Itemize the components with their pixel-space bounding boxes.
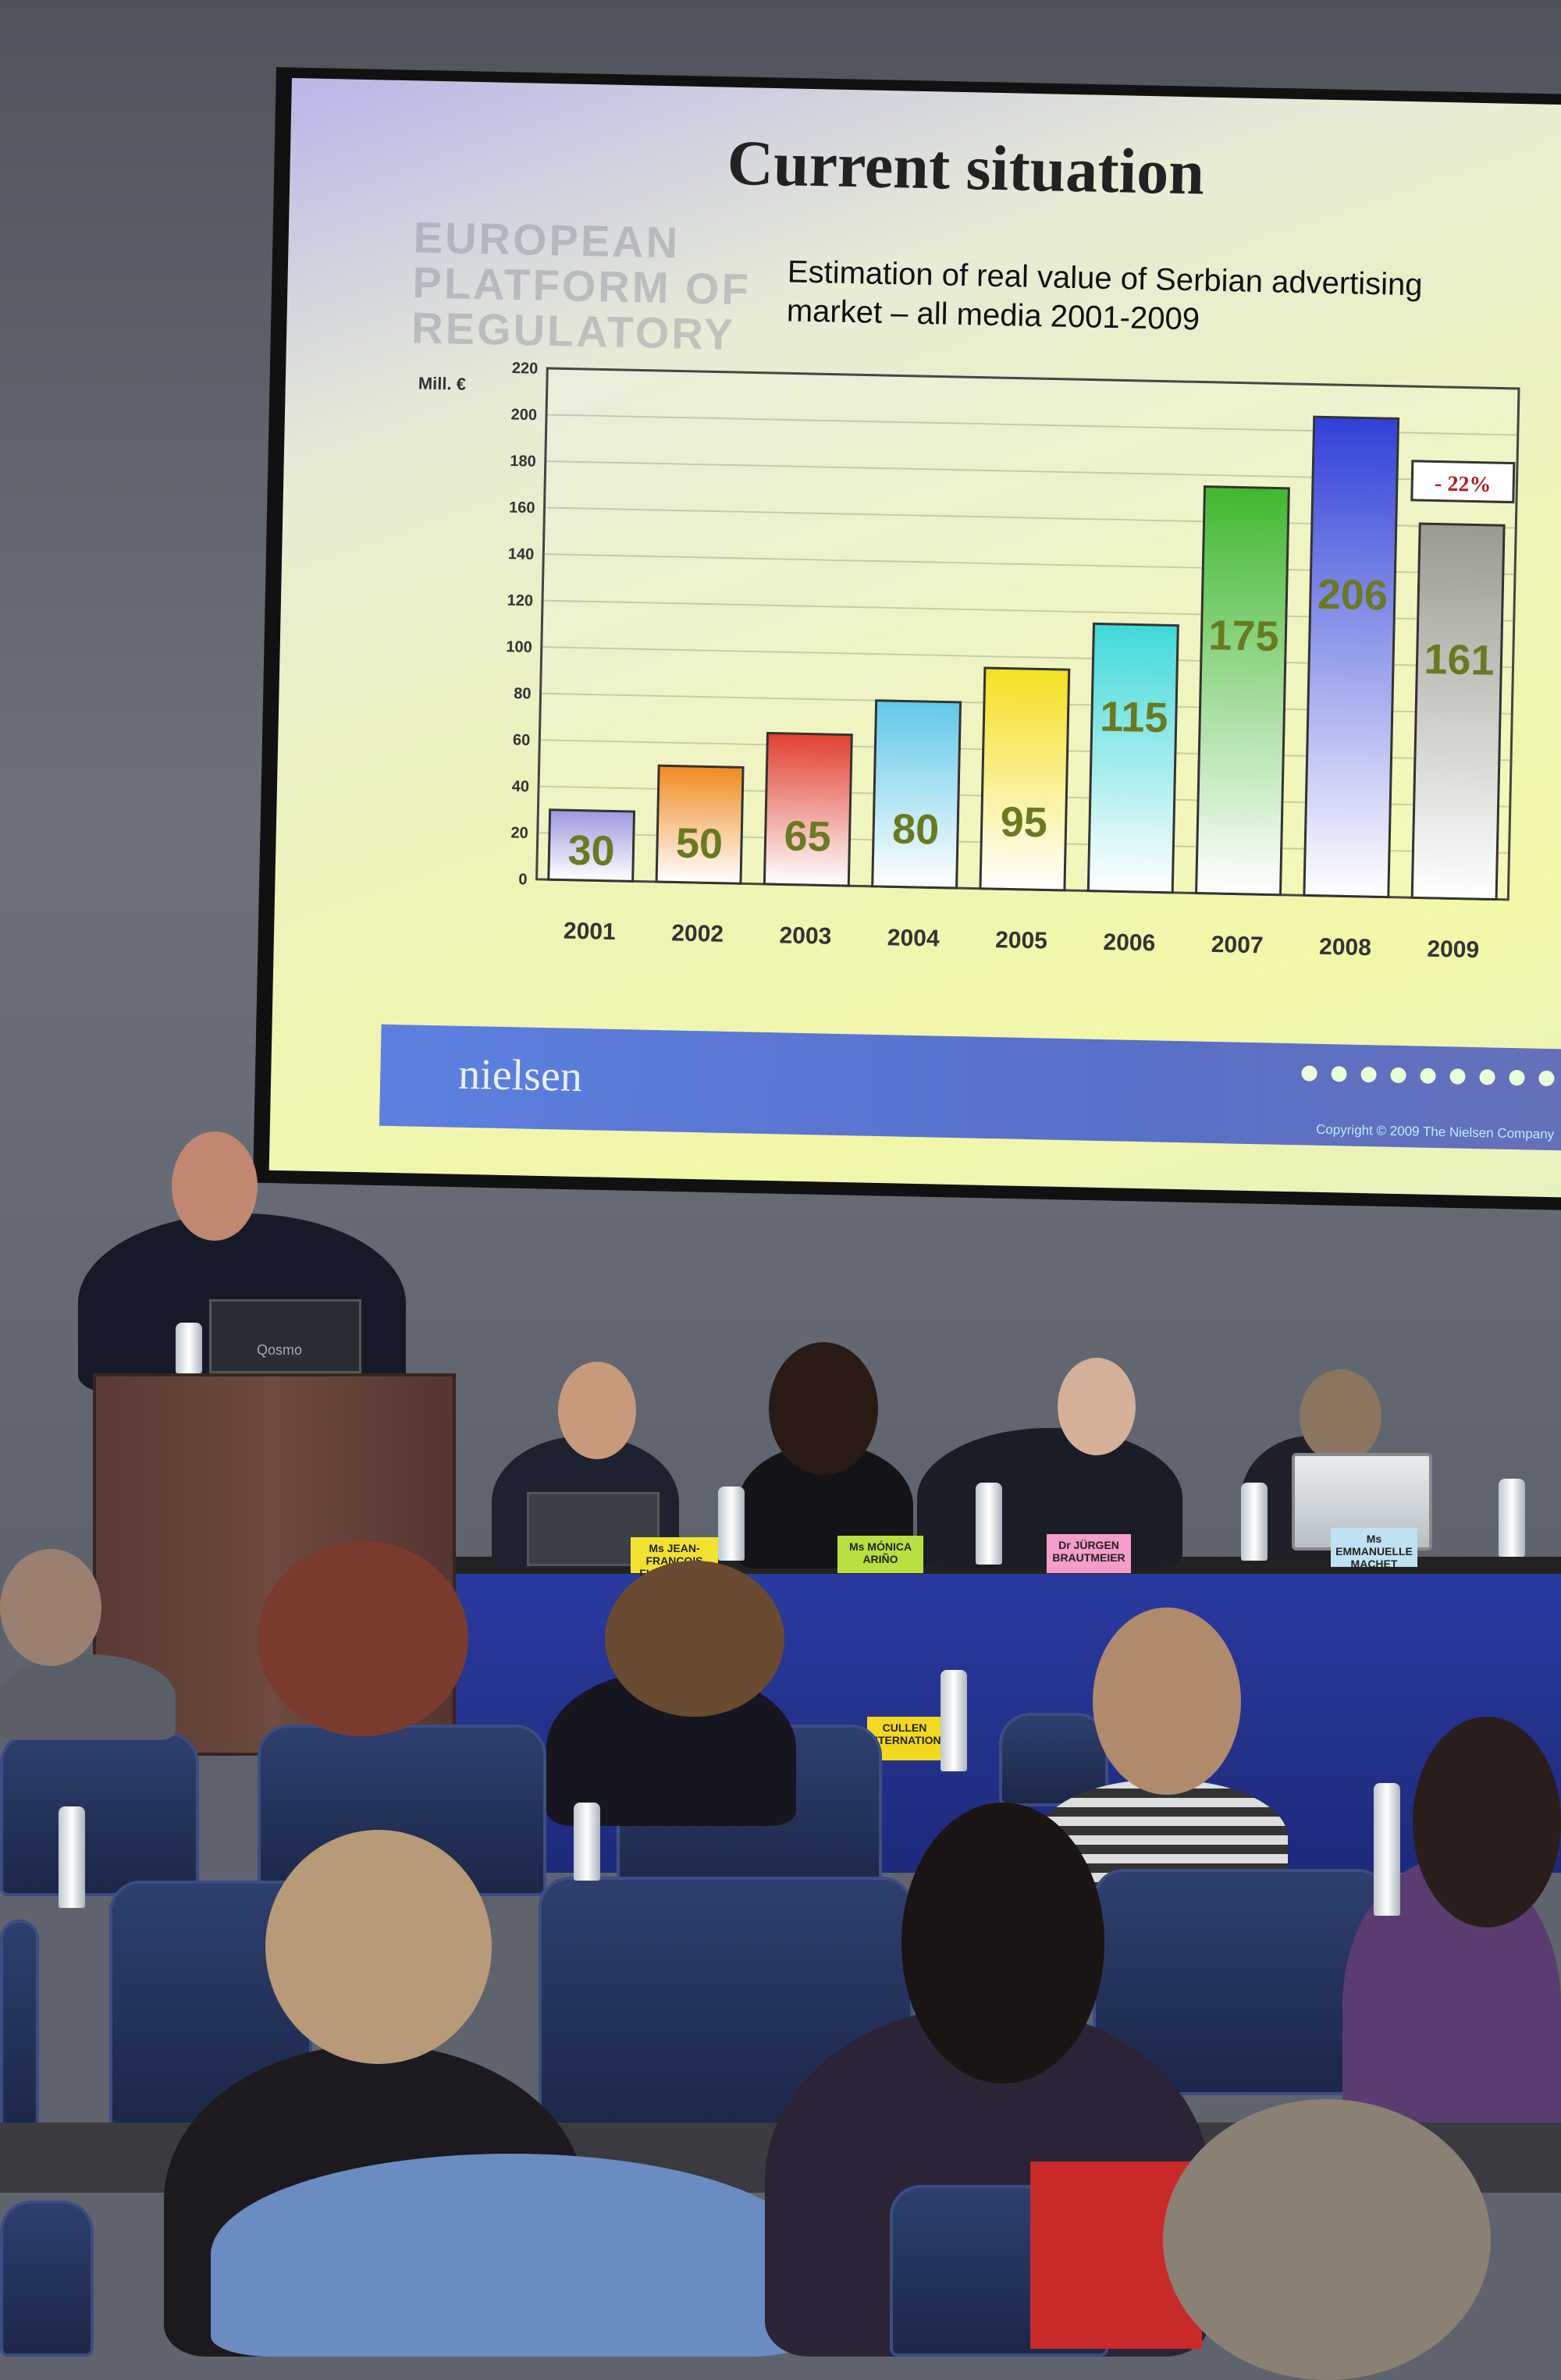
nielsen-logo: nielsen — [457, 1050, 583, 1102]
bar-2002 — [655, 764, 745, 885]
x-tick-label: 2006 — [1103, 929, 1155, 956]
change-badge: - 22% — [1435, 471, 1492, 497]
y-axis-unit-label: Mill. € — [418, 373, 467, 393]
audience-member — [211, 2154, 812, 2357]
copyright-text: Copyright © 2009 The Nielsen Company — [1315, 1121, 1555, 1142]
panelist-3-head — [1058, 1358, 1136, 1455]
x-tick-label: 2001 — [564, 918, 616, 945]
x-tick-label: 2002 — [671, 920, 724, 947]
y-tick-label: 40 — [512, 778, 530, 795]
bar-2005 — [979, 666, 1071, 892]
y-tick-label: 20 — [510, 825, 528, 842]
data-label: 65 — [784, 812, 831, 860]
data-label: 80 — [892, 805, 940, 853]
audience-chair — [999, 1713, 1108, 1806]
podium-laptop: Qosmo — [209, 1299, 361, 1373]
x-tick-label: 2005 — [995, 927, 1047, 954]
y-tick-label: 0 — [518, 871, 528, 888]
audience-chair — [0, 2201, 94, 2357]
audience-head — [265, 1830, 492, 2064]
y-tick-label: 140 — [508, 545, 535, 563]
panelist-4-head — [1300, 1369, 1381, 1463]
y-tick-label: 100 — [506, 638, 532, 656]
panelist-2-head — [769, 1342, 878, 1475]
laptop-brand: Qosmo — [257, 1342, 303, 1358]
water-bottle — [941, 1670, 967, 1771]
audience-head — [0, 1549, 101, 1666]
x-tick-label: 2009 — [1427, 936, 1479, 963]
audience-head — [1093, 1607, 1241, 1795]
name-tag: Dr JÜRGEN BRAUTMEIER — [1047, 1534, 1131, 1573]
bar-2007 — [1195, 485, 1290, 897]
y-tick-label: 180 — [510, 453, 536, 471]
water-bottle — [574, 1803, 600, 1881]
name-tag: Ms EMMANUELLE MACHET — [1331, 1528, 1417, 1570]
water-bottle — [976, 1483, 1002, 1565]
audience-head — [901, 1803, 1104, 2083]
x-tick-label: 2004 — [887, 925, 941, 951]
audience-head — [258, 1541, 468, 1736]
change-badge-box — [1410, 460, 1516, 504]
water-bottle — [1374, 1783, 1400, 1916]
data-label: 175 — [1208, 612, 1279, 660]
projected-slide: Current situation EUROPEAN PLATFORM OF R… — [268, 78, 1561, 1198]
data-label: 30 — [567, 827, 615, 875]
audience-head — [1413, 1717, 1561, 1927]
y-tick-label: 120 — [507, 592, 533, 610]
y-tick-label: 80 — [514, 685, 532, 702]
bar-2004 — [871, 699, 962, 890]
y-tick-label: 200 — [510, 407, 537, 424]
data-label: 50 — [675, 820, 723, 868]
y-tick-label: 220 — [512, 360, 539, 378]
audience-head — [1163, 2099, 1491, 2380]
water-bottle — [1241, 1483, 1268, 1561]
data-label: 95 — [1000, 798, 1047, 846]
gridline — [547, 367, 1520, 390]
bar-2006 — [1086, 622, 1179, 894]
name-tag: Ms MÓNICA ARIÑO — [837, 1536, 923, 1573]
bar-chart: 0 20 40 60 80 100 120 140 160 180 200 220 Mill. € 30 2… — [418, 360, 1520, 963]
water-bottle — [176, 1323, 202, 1373]
x-tick-label: 2003 — [779, 922, 831, 949]
data-label: 161 — [1424, 636, 1495, 684]
bar-2003 — [763, 731, 853, 887]
speaker-head — [172, 1131, 258, 1241]
audience-member — [0, 1654, 176, 1740]
dots-decoration — [1301, 1065, 1555, 1087]
y-tick-label: 60 — [513, 731, 531, 748]
data-label: 206 — [1317, 571, 1388, 620]
panelist-1-head — [558, 1362, 636, 1459]
bar-2001 — [547, 808, 636, 883]
audience-chair — [0, 1920, 39, 2130]
bar-2008 — [1303, 415, 1400, 899]
water-bottle — [1499, 1479, 1525, 1557]
water-bottle — [718, 1487, 745, 1561]
audience-head — [605, 1561, 784, 1717]
bar-2009 — [1410, 522, 1506, 901]
x-tick-label: 2008 — [1319, 934, 1371, 961]
data-label: 115 — [1100, 693, 1168, 741]
water-bottle — [59, 1806, 85, 1908]
y-tick-label: 160 — [509, 499, 535, 517]
x-tick-label: 2007 — [1211, 932, 1263, 958]
audience-chair — [0, 1732, 199, 1896]
